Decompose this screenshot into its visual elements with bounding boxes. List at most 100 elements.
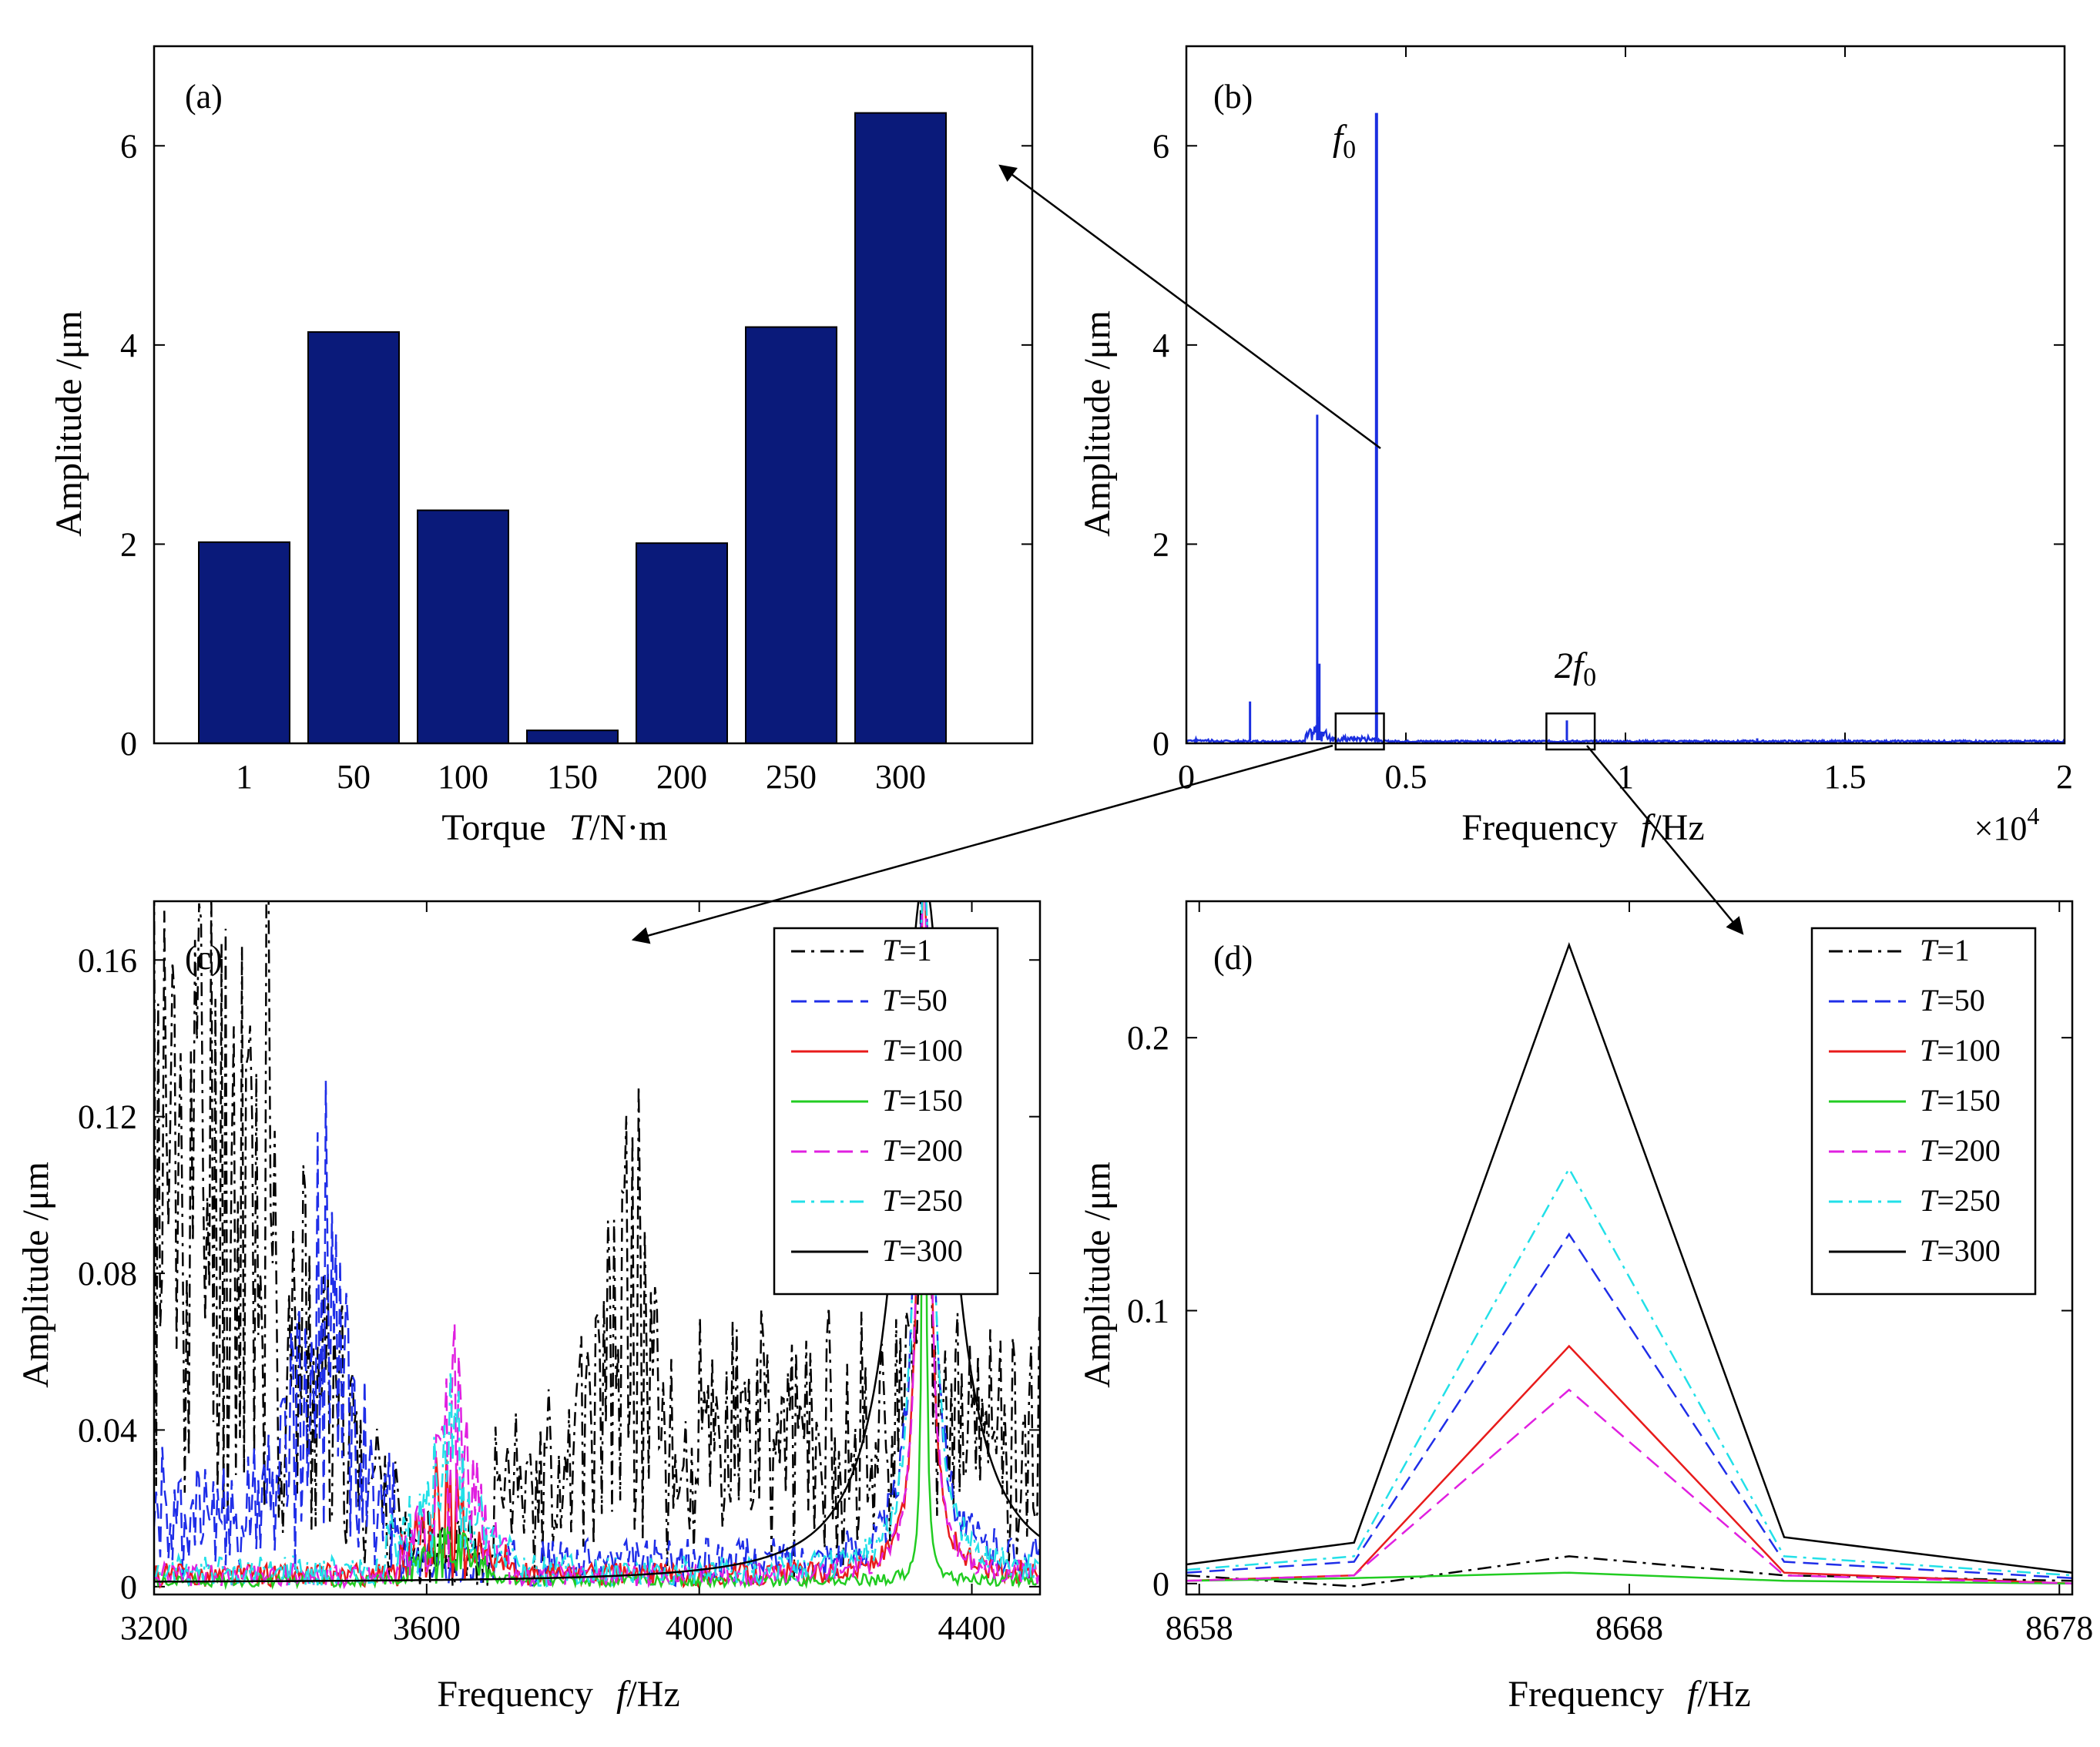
series-line-T150 — [154, 944, 1040, 1591]
panel-c-ytick-label: 0.12 — [78, 1098, 137, 1136]
panel-a-frame — [153, 45, 1034, 745]
bar-T1 — [198, 541, 290, 744]
panel-a-ytick-label: 6 — [120, 127, 137, 165]
bar-T300 — [854, 112, 947, 745]
panel-b-xtick-label: 1 — [1617, 758, 1634, 796]
panel-b-xlabel: Frequency f/Hz — [1461, 807, 1704, 848]
zoom-box-1 — [1334, 712, 1385, 751]
panel-a-xtick-label: 200 — [656, 758, 707, 796]
panel-c-xlabel: Frequency f/Hz — [437, 1674, 679, 1715]
panel-d-frame — [1185, 900, 2074, 1596]
panel-d-label: (d) — [1213, 939, 1253, 977]
panel-c-ytick-label: 0.16 — [78, 941, 137, 979]
panel-a-ytick-label: 0 — [120, 725, 137, 763]
panel-a-xtick-label: 250 — [766, 758, 817, 796]
bar-T200 — [636, 542, 728, 745]
series-line-T50 — [1186, 1232, 2073, 1579]
panel-b-xtick-label: 1.5 — [1824, 758, 1867, 796]
series-line-T300 — [1186, 942, 2073, 1574]
panel-c-label: (c) — [185, 939, 223, 977]
legend-box — [1810, 927, 2037, 1296]
panel-d-ytick-label: 0.2 — [1127, 1019, 1169, 1057]
legend-label-T50: T=50 — [882, 983, 948, 1018]
panel-a-xtick-label: 50 — [337, 758, 371, 796]
panel-c-xlabel-unit: /Hz — [626, 1674, 679, 1715]
legend-label-T250: T=250 — [1920, 1183, 2001, 1218]
panel-a-xtick-label: 150 — [547, 758, 598, 796]
series-line-T100 — [1186, 1344, 2073, 1585]
panel-a-label: (a) — [185, 78, 223, 116]
panel-c-frame — [153, 900, 1042, 1596]
panel-d-xtick-label: 8658 — [1166, 1609, 1233, 1647]
panel-c-xtick-label: 3600 — [393, 1609, 461, 1647]
legend-label-T200: T=200 — [882, 1133, 963, 1168]
panel-d-xlabel-unit: /Hz — [1697, 1674, 1750, 1715]
panel-b-xtick-label: 0.5 — [1385, 758, 1427, 796]
panel-c-ytick-label: 0.08 — [78, 1255, 137, 1293]
panel-d-ylabel: Amplitude /μm — [1077, 1162, 1118, 1388]
arrow-box2-to-panel-d — [1586, 745, 1744, 935]
series-line-T250 — [1186, 1166, 2073, 1577]
panel-c-legend: T=1 T=50 T=100 T=150 T=200 T=250 T=300 — [773, 927, 999, 1296]
legend-label-T1: T=1 — [1920, 933, 1970, 967]
arrow-f0-to-panel-a — [998, 164, 1381, 450]
panel-b-frame — [1185, 45, 2066, 745]
zoom-connector-arrows — [631, 164, 1744, 944]
panel-d-xtick-label: 8678 — [2025, 1609, 2093, 1647]
panel-a-xlabel-text: Torque — [441, 807, 545, 848]
panel-c-xtick-label: 3200 — [120, 1609, 188, 1647]
legend-box — [773, 927, 999, 1296]
bar-T250 — [745, 326, 837, 745]
zoom-box-2 — [1545, 712, 1596, 751]
panel-c-zoom-spectrum: 0 0.04 0.08 0.12 0.16 3200 3600 4000 4400 (c) Am… — [15, 900, 1042, 1715]
panel-b-xtick-label: 2 — [2056, 758, 2073, 796]
panel-c-ylabel: Amplitude /μm — [15, 1162, 56, 1388]
panel-a-xtick-label: 1 — [236, 758, 253, 796]
annotation-f0: f0 — [1333, 118, 1356, 164]
panel-d-legend: T=1 T=50 T=100 T=150 T=200 T=250 T=300 — [1810, 927, 2037, 1296]
series-line-T200 — [1186, 1388, 2073, 1585]
panel-b-x-multiplier-exp: 4 — [2027, 802, 2039, 830]
series-line-T1 — [154, 901, 1040, 1588]
legend-label-T250: T=250 — [882, 1183, 963, 1218]
legend-label-T100: T=100 — [882, 1033, 963, 1068]
arrow-box1-to-panel-c — [631, 744, 1333, 944]
panel-a-xtick-label: 100 — [438, 758, 488, 796]
panel-b-ylabel: Amplitude /μm — [1077, 310, 1118, 537]
series-line-T1 — [1186, 1555, 2073, 1588]
panel-a-xtick-label: 300 — [875, 758, 926, 796]
panel-a-ylabel: Amplitude /μm — [49, 310, 89, 537]
panel-d-ytick-label: 0 — [1152, 1565, 1169, 1603]
panel-c-ytick-label: 0.04 — [78, 1411, 137, 1449]
panel-d-2f0-zoom: 0 0.1 0.2 8658 8668 8678 (d) Amplitude /μm Fr… — [1077, 900, 2093, 1715]
panel-b-xlabel-text: Frequency — [1461, 807, 1618, 848]
panel-a-xlabel: Torque T/N·m — [441, 807, 667, 848]
panel-c-ytick-label: 0 — [120, 1568, 137, 1606]
panel-a-xlabel-unit: /N·m — [589, 807, 667, 848]
legend-label-T100: T=100 — [1920, 1033, 2001, 1068]
annotation-2f0: 2f0 — [1555, 645, 1596, 692]
panel-d-xtick-label: 8668 — [1595, 1609, 1663, 1647]
panel-c-xtick-label: 4400 — [938, 1609, 1006, 1647]
panel-d-ytick-label: 0.1 — [1127, 1292, 1169, 1330]
series-line-T250 — [154, 901, 1040, 1589]
panel-d-xlabel: Frequency f/Hz — [1508, 1674, 1750, 1715]
panel-d-xlabel-text: Frequency — [1508, 1674, 1664, 1715]
panel-b-x-multiplier: ×104 — [1974, 802, 2040, 847]
panel-b-ytick-label: 2 — [1152, 525, 1169, 563]
legend-label-T300: T=300 — [1920, 1233, 2001, 1268]
panel-a-ytick-label: 4 — [120, 327, 137, 364]
panel-a-xlabel-symbol: T — [569, 807, 592, 848]
panel-b-label: (b) — [1213, 78, 1253, 116]
spectrum-noise-line — [1185, 716, 2065, 745]
panel-a-ytick-label: 2 — [120, 525, 137, 563]
legend-label-T200: T=200 — [1920, 1133, 2001, 1168]
bar-T50 — [307, 331, 400, 744]
panel-b-ytick-label: 4 — [1152, 327, 1169, 364]
panel-b-xtick-label: 0 — [1178, 758, 1195, 796]
panel-b-ytick-label: 0 — [1152, 725, 1169, 763]
legend-label-T150: T=150 — [882, 1083, 963, 1118]
